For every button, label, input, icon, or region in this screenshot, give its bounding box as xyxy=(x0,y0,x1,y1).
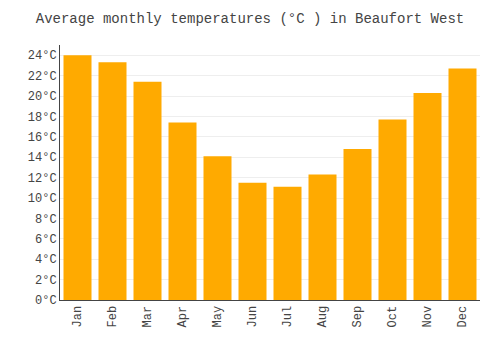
svg-text:Oct: Oct xyxy=(386,306,400,328)
svg-text:Aug: Aug xyxy=(316,306,330,328)
svg-text:0°C: 0°C xyxy=(35,294,57,308)
svg-text:14°C: 14°C xyxy=(28,151,57,165)
svg-text:Nov: Nov xyxy=(421,306,435,328)
svg-text:May: May xyxy=(211,306,225,328)
svg-text:Apr: Apr xyxy=(176,306,190,328)
svg-text:22°C: 22°C xyxy=(28,70,57,84)
svg-text:6°C: 6°C xyxy=(35,233,57,247)
svg-text:Jul: Jul xyxy=(281,306,295,328)
svg-text:24°C: 24°C xyxy=(28,49,57,63)
svg-text:12°C: 12°C xyxy=(28,172,57,186)
svg-text:8°C: 8°C xyxy=(35,213,57,227)
svg-text:Jun: Jun xyxy=(246,306,260,328)
svg-text:18°C: 18°C xyxy=(28,111,57,125)
svg-text:Mar: Mar xyxy=(141,306,155,328)
svg-text:16°C: 16°C xyxy=(28,131,57,145)
svg-text:Feb: Feb xyxy=(106,306,120,328)
svg-text:Sep: Sep xyxy=(351,306,365,328)
svg-text:4°C: 4°C xyxy=(35,253,57,267)
svg-text:2°C: 2°C xyxy=(35,274,57,288)
svg-text:Average monthly temperatures (: Average monthly temperatures (°C ) in Be… xyxy=(36,11,464,27)
svg-text:10°C: 10°C xyxy=(28,192,57,206)
svg-text:Jan: Jan xyxy=(71,306,85,328)
svg-text:20°C: 20°C xyxy=(28,90,57,104)
svg-text:Dec: Dec xyxy=(456,306,470,328)
